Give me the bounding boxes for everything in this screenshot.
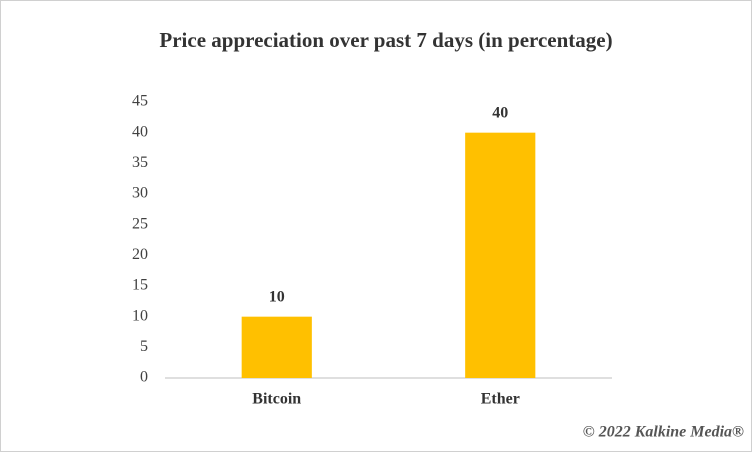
bar <box>241 316 312 378</box>
chart-title: Price appreciation over past 7 days (in … <box>159 28 612 52</box>
watermark: © 2022 Kalkine Media® <box>583 424 744 441</box>
y-tick-label: 35 <box>132 154 148 171</box>
y-tick-label: 0 <box>140 369 148 386</box>
x-tick-label: Ether <box>481 391 520 408</box>
y-tick-label: 20 <box>132 246 148 263</box>
y-tick-label: 45 <box>132 93 148 110</box>
y-tick-label: 25 <box>132 215 148 232</box>
x-tick-label: Bitcoin <box>252 391 301 408</box>
y-tick-label: 30 <box>132 185 148 202</box>
data-label: 10 <box>269 288 285 305</box>
y-tick-label: 15 <box>132 277 148 294</box>
y-tick-label: 10 <box>132 307 148 324</box>
bar <box>465 132 536 378</box>
data-label: 40 <box>492 104 508 121</box>
y-tick-label: 40 <box>132 123 148 140</box>
y-tick-label: 5 <box>140 338 148 355</box>
